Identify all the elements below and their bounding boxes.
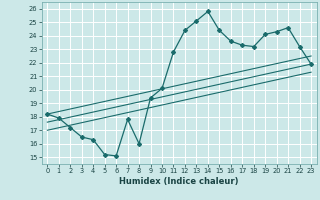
X-axis label: Humidex (Indice chaleur): Humidex (Indice chaleur)	[119, 177, 239, 186]
